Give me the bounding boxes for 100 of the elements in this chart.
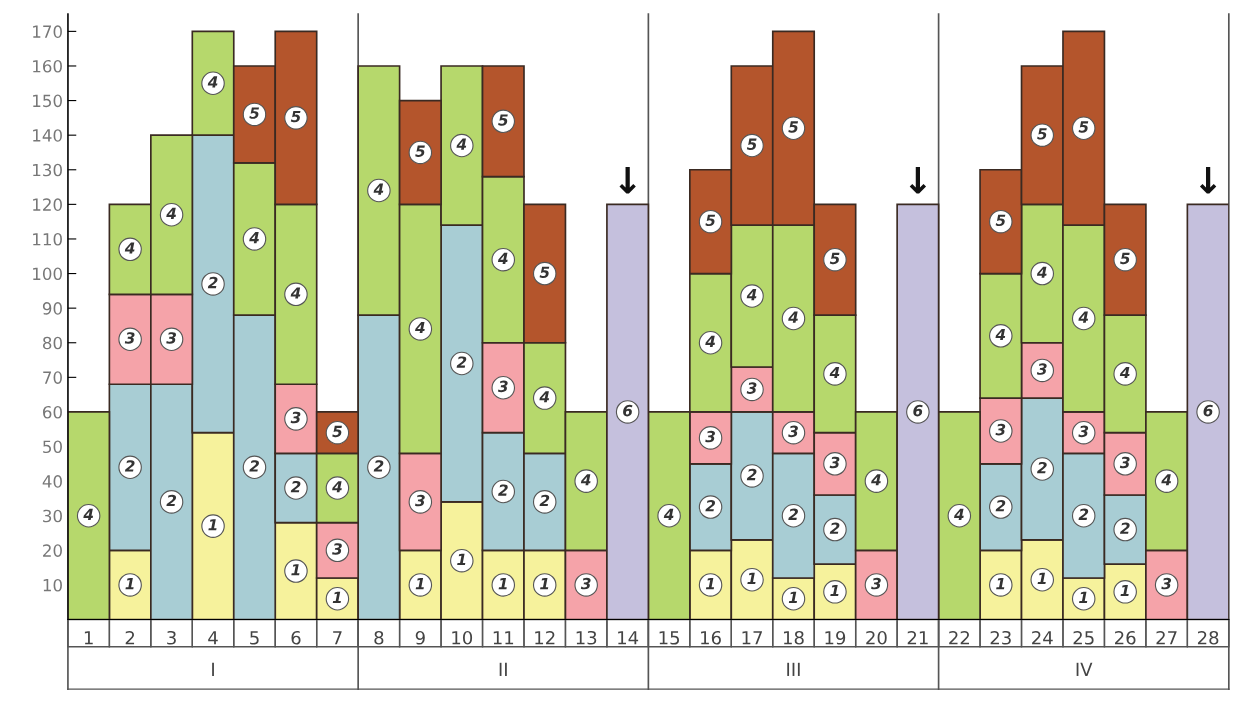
category-label: 4	[456, 138, 467, 150]
category-label: 4	[580, 474, 591, 486]
x-tick-label: 27	[1156, 630, 1177, 645]
x-tick-label: 16	[701, 630, 721, 645]
category-label: 4	[373, 183, 384, 195]
text: 5	[249, 107, 260, 119]
category-label: 2	[207, 276, 218, 289]
x-tick-label: 21	[907, 630, 928, 645]
category-label: 3	[871, 577, 881, 590]
text: II	[499, 662, 507, 676]
category-label: 4	[497, 252, 508, 264]
y-tick-label: 10	[43, 578, 62, 592]
x-tick-label: 11	[493, 631, 514, 645]
category-label: 3	[746, 382, 757, 394]
category-label: 5	[290, 110, 301, 123]
y-tick-label: 100	[33, 267, 62, 281]
y-tick-label: 60	[43, 405, 62, 419]
annotation: ↓	[619, 167, 636, 194]
category-label: 3	[995, 423, 1006, 436]
category-label: 3	[332, 543, 342, 555]
x-tick-label: 17	[742, 631, 762, 645]
category-label: 5	[705, 214, 716, 227]
category-label: 22	[1078, 508, 1130, 534]
series-label: 5	[332, 425, 342, 438]
category-label: 3	[1078, 425, 1089, 438]
category-label: 4	[663, 508, 674, 520]
x-tick-label: 10	[452, 630, 473, 645]
y-tick-label: 80	[42, 336, 62, 350]
category-label: 4	[1161, 474, 1172, 486]
x-tick-label: 25	[1073, 630, 1094, 645]
category-label: 3	[415, 494, 425, 507]
category-label: 3	[497, 380, 508, 393]
category-label: 3	[580, 577, 591, 590]
x-tick-label: 20	[866, 630, 887, 645]
category-label: 2	[373, 460, 384, 472]
text: I	[212, 662, 214, 676]
y-tick-label: 30	[43, 509, 62, 523]
y-tick-label: 120	[33, 198, 62, 211]
category-label: 4	[415, 321, 425, 334]
x-tick-label: 9	[415, 630, 425, 645]
category-label: 4	[788, 311, 798, 323]
category-label: 22	[788, 508, 840, 534]
category-label: 3	[1161, 577, 1172, 590]
category-label: 11	[1079, 584, 1129, 603]
category-label: 3	[829, 456, 840, 469]
category-label: 1	[125, 578, 134, 590]
category-label: 2	[124, 460, 135, 472]
y-tick-label: 20	[43, 544, 62, 557]
category-label: 5	[829, 252, 840, 265]
category-label: 4	[124, 242, 135, 254]
category-label: 2	[249, 460, 259, 472]
text: 3	[124, 332, 135, 344]
category-label: 4	[829, 366, 840, 379]
x-tick-label: 14	[618, 631, 639, 645]
category-label: 22	[995, 461, 1047, 512]
x-tick-label: 28	[1197, 630, 1219, 645]
x-tick-label: 4	[208, 631, 218, 645]
y-tick-label: 40	[42, 475, 62, 488]
text: 4	[83, 508, 94, 520]
x-tick-label: 23	[990, 630, 1011, 645]
x-tick-label: 19	[825, 630, 846, 645]
category-label: 4	[539, 391, 550, 403]
category-label: 11	[788, 584, 839, 603]
y-tick-label: 50	[43, 440, 62, 454]
category-label: 4	[746, 289, 757, 301]
category-label: 5	[415, 145, 425, 157]
x-tick-label: 8	[374, 630, 384, 645]
y-tick-label: 110	[33, 232, 62, 246]
text: IV	[1076, 662, 1093, 676]
x-tick-label: 3	[167, 630, 176, 645]
category-label: 3	[166, 332, 176, 344]
category-label: 5	[788, 121, 799, 133]
category-label: 4	[995, 328, 1006, 341]
text: 1	[208, 519, 217, 531]
text: III	[787, 662, 800, 676]
category-label: 4	[1036, 266, 1047, 278]
category-label: 5	[539, 266, 550, 278]
category-label: 4	[207, 76, 218, 88]
y-tick-label: 90	[42, 302, 62, 315]
category-label: 5	[1037, 128, 1047, 140]
x-tick-label: 1	[84, 631, 93, 645]
category-label: 4	[249, 232, 259, 244]
category-label: 6	[913, 404, 923, 417]
category-label: 3	[1036, 363, 1047, 375]
category-label: 22	[705, 468, 757, 512]
y-tick-label: 150	[33, 94, 62, 108]
category-label: 1	[291, 564, 300, 576]
category-label: 5	[746, 138, 757, 150]
category-label: 22	[498, 484, 550, 507]
x-tick-label: 5	[250, 631, 259, 645]
category-label: 5	[498, 114, 508, 126]
category-label: 4	[166, 207, 176, 219]
y-tick-label: 160	[33, 59, 62, 73]
category-label: 11	[415, 553, 466, 590]
series-label: 6	[623, 404, 633, 417]
x-tick-label: 12	[535, 630, 555, 645]
x-tick-label: 24	[1032, 630, 1053, 645]
text: 2	[166, 494, 177, 507]
category-label: 4	[332, 481, 342, 493]
y-tick-label: 140	[33, 129, 62, 142]
